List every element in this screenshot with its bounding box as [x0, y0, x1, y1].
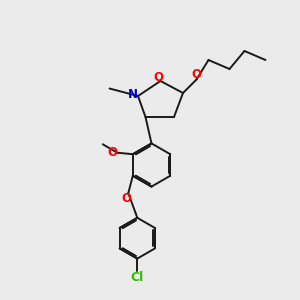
Text: O: O [122, 192, 132, 205]
Text: Cl: Cl [131, 271, 144, 284]
Text: N: N [128, 88, 138, 101]
Text: O: O [191, 68, 202, 81]
Text: O: O [153, 70, 163, 84]
Text: O: O [108, 146, 118, 159]
